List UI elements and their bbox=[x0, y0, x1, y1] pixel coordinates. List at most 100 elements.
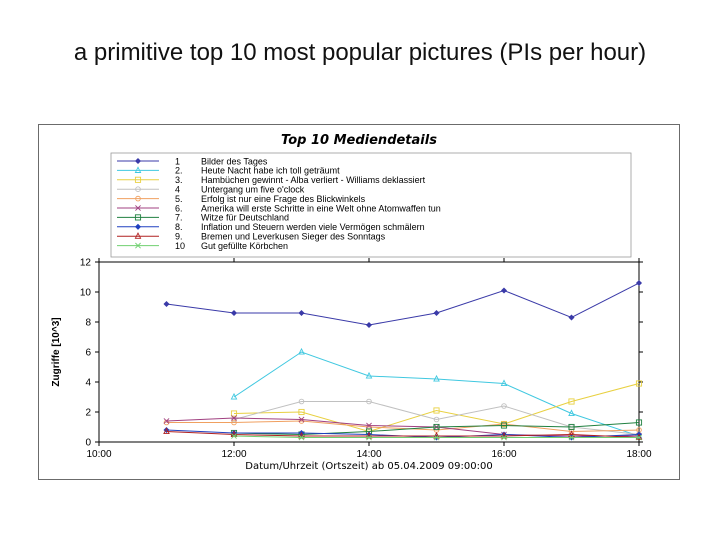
y-tick-label: 10 bbox=[80, 288, 92, 299]
data-point bbox=[230, 309, 238, 317]
data-point bbox=[298, 347, 305, 355]
data-point bbox=[365, 371, 373, 379]
series-line bbox=[233, 383, 640, 433]
data-point bbox=[433, 309, 440, 317]
data-point bbox=[433, 416, 440, 423]
legend-item: 10 Gut gefüllte Körbchen bbox=[117, 241, 288, 251]
legend-rank: 10 bbox=[175, 241, 185, 251]
data-point bbox=[568, 423, 575, 431]
data-point bbox=[500, 422, 508, 429]
data-point bbox=[433, 407, 440, 414]
data-point bbox=[501, 403, 507, 409]
data-point bbox=[298, 418, 305, 424]
legend-item: 1 Bilder des Tages bbox=[117, 156, 268, 166]
legend-marker bbox=[135, 205, 141, 211]
data-point bbox=[568, 314, 575, 321]
data-point bbox=[500, 379, 508, 387]
data-point bbox=[298, 309, 305, 317]
legend-rank: 1 bbox=[175, 156, 180, 166]
series-line bbox=[166, 282, 640, 326]
y-tick-label: 8 bbox=[85, 318, 91, 329]
plot-area bbox=[98, 261, 640, 443]
series-line bbox=[166, 417, 639, 437]
legend-marker bbox=[134, 223, 142, 230]
legend-marker bbox=[134, 176, 142, 183]
data-point bbox=[298, 398, 305, 405]
chart-frame: Top 10 Mediendetails 1 Bilder des Tages 2.… bbox=[38, 124, 680, 480]
legend-item: 8. Inflation und Steuern werden viele Ver… bbox=[117, 222, 425, 232]
legend-label: Erfolg ist nur eine Frage des Blickwinke… bbox=[201, 194, 366, 204]
data-point bbox=[163, 300, 170, 308]
data-point bbox=[231, 419, 237, 426]
y-tick-label: 4 bbox=[85, 378, 91, 389]
legend-marker bbox=[134, 166, 142, 173]
data-point bbox=[366, 422, 372, 429]
data-point bbox=[568, 398, 575, 405]
data-point bbox=[366, 398, 372, 405]
legend-box bbox=[110, 152, 632, 258]
legend-label: Gut gefüllte Körbchen bbox=[201, 241, 288, 251]
data-point bbox=[635, 419, 643, 426]
y-axis: 0 2 4 6 8 10 12 bbox=[80, 258, 643, 449]
legend-item: 7. Witze für Deutschland bbox=[117, 213, 289, 223]
data-point bbox=[568, 434, 575, 441]
data-point bbox=[636, 434, 642, 441]
series-10 bbox=[231, 433, 642, 441]
data-point bbox=[568, 430, 575, 438]
y-tick-label: 0 bbox=[85, 438, 91, 449]
x-tick-label: 12:00 bbox=[221, 449, 246, 460]
data-point bbox=[230, 392, 238, 400]
chart-title: Top 10 Mediendetails bbox=[281, 133, 437, 148]
legend-marker bbox=[134, 214, 142, 221]
legend-label: Hambüchen gewinnt - Alba verliert - Will… bbox=[201, 175, 426, 185]
legend-item: 9. Bremen und Leverkusen Sieger des Sonnt… bbox=[117, 232, 386, 242]
legend-marker bbox=[134, 157, 142, 165]
data-point bbox=[366, 434, 372, 441]
series-lines bbox=[163, 279, 643, 441]
legend-marker bbox=[135, 242, 141, 249]
legend-item: 6. Amerika will erste Schritte in eine We… bbox=[117, 203, 441, 213]
data-point bbox=[365, 321, 373, 329]
series-line bbox=[166, 420, 640, 433]
line-chart: Top 10 Mediendetails 1 Bilder des Tages2.… bbox=[51, 133, 652, 472]
data-point bbox=[231, 433, 237, 439]
data-point bbox=[433, 434, 440, 441]
legend-rank: 2. bbox=[175, 166, 183, 176]
data-point bbox=[163, 427, 170, 435]
slide-title: a primitive top 10 most popular pictures… bbox=[73, 39, 647, 66]
y-tick-label: 6 bbox=[85, 348, 91, 359]
legend-marker bbox=[134, 232, 142, 239]
legend-label: Bremen und Leverkusen Sieger des Sonntag… bbox=[201, 232, 386, 242]
legend-rank: 9. bbox=[175, 232, 183, 242]
legend-item: 4 Untergang um five o'clock bbox=[117, 185, 305, 195]
x-axis-label: Datum/Uhrzeit (Ortszeit) ab 05.04.2009 0… bbox=[245, 461, 492, 472]
legend-label: Untergang um five o'clock bbox=[201, 185, 305, 195]
legend-rank: 4 bbox=[175, 185, 180, 195]
x-tick-label: 10:00 bbox=[86, 449, 111, 460]
data-point bbox=[231, 416, 237, 423]
legend-label: Witze für Deutschland bbox=[201, 213, 289, 223]
data-point bbox=[635, 380, 643, 387]
data-point bbox=[298, 408, 305, 416]
x-tick-label: 18:00 bbox=[626, 449, 651, 460]
data-point bbox=[433, 423, 440, 431]
legend-rank: 8. bbox=[175, 222, 183, 232]
legend-label: Amerika will erste Schritte in eine Welt… bbox=[201, 203, 441, 213]
series-line bbox=[233, 351, 640, 437]
legend-label: Heute Nacht habe ich toll geträumt bbox=[201, 166, 340, 176]
legend-marker bbox=[135, 186, 141, 192]
data-point bbox=[163, 419, 170, 426]
data-point bbox=[298, 434, 305, 441]
x-tick-label: 16:00 bbox=[491, 449, 516, 460]
data-point bbox=[568, 409, 575, 417]
y-axis-label: Zugriffe [10^3] bbox=[51, 317, 62, 386]
legend-rank: 5. bbox=[175, 194, 183, 204]
data-point bbox=[635, 279, 643, 287]
data-point bbox=[501, 434, 507, 441]
series-line bbox=[166, 431, 640, 438]
data-point bbox=[163, 418, 170, 424]
legend-item: 3. Hambüchen gewinnt - Alba verliert - Wi… bbox=[117, 175, 426, 185]
legend-label: Inflation und Steuern werden viele Vermö… bbox=[201, 222, 425, 232]
x-tick-label: 14:00 bbox=[356, 449, 381, 460]
data-point bbox=[433, 374, 440, 382]
